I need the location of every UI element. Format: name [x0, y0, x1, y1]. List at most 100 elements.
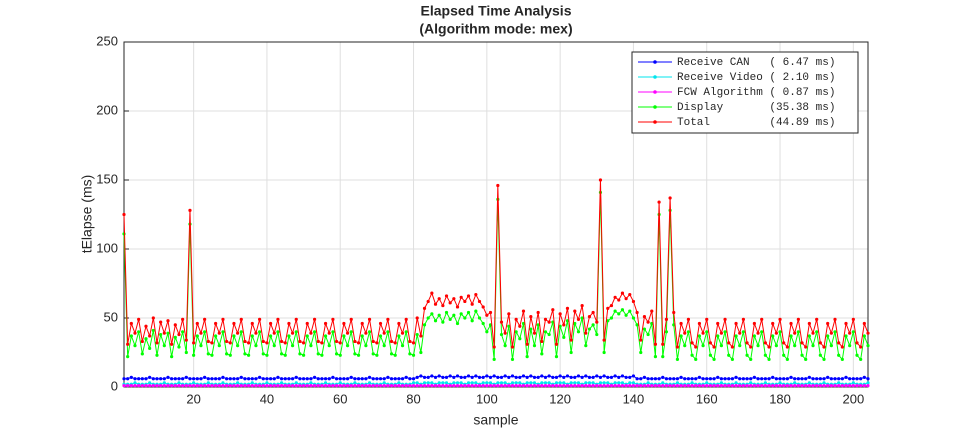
data-point — [203, 375, 207, 379]
data-point — [613, 381, 617, 385]
data-point — [144, 377, 148, 381]
data-point — [620, 308, 625, 312]
data-point — [818, 384, 822, 388]
data-point — [807, 334, 811, 338]
data-point — [503, 381, 507, 385]
data-point — [485, 330, 489, 334]
data-point — [668, 196, 672, 200]
data-point — [576, 381, 581, 385]
data-point — [587, 384, 592, 388]
data-point — [705, 381, 709, 385]
data-point — [184, 375, 188, 379]
data-point — [653, 342, 658, 346]
data-point — [712, 377, 716, 381]
data-point — [217, 377, 221, 381]
data-point — [848, 344, 852, 348]
data-point — [837, 341, 841, 345]
data-point — [598, 375, 603, 379]
data-point — [269, 334, 273, 338]
data-point — [635, 323, 639, 327]
data-point — [646, 332, 650, 337]
chart-title: Elapsed Time Analysis — [421, 3, 572, 19]
data-point — [155, 353, 159, 357]
data-point — [254, 384, 258, 388]
data-point — [331, 317, 335, 321]
data-point — [668, 384, 672, 388]
data-point — [485, 374, 489, 378]
data-point — [734, 321, 738, 326]
data-point — [411, 353, 416, 357]
data-point — [811, 384, 815, 388]
data-point — [573, 375, 577, 379]
data-point — [276, 384, 280, 388]
data-point — [796, 384, 800, 388]
data-point — [367, 330, 372, 334]
data-point — [140, 352, 144, 356]
data-point — [569, 381, 573, 385]
data-point — [822, 384, 826, 388]
data-point — [214, 321, 218, 326]
data-point — [287, 334, 291, 338]
data-point — [349, 317, 353, 321]
data-point — [151, 316, 155, 320]
data-point — [639, 377, 643, 381]
data-point — [331, 384, 335, 388]
legend-marker — [653, 75, 657, 79]
data-point — [628, 375, 632, 379]
data-point — [595, 332, 599, 337]
data-point — [866, 331, 870, 335]
data-point — [833, 317, 837, 321]
data-point — [730, 357, 734, 361]
data-point — [419, 384, 423, 388]
data-point — [334, 377, 339, 381]
data-point — [320, 377, 324, 381]
data-point — [822, 381, 826, 385]
data-point — [148, 375, 152, 379]
data-point — [789, 384, 793, 388]
data-point — [547, 374, 551, 378]
data-point — [177, 381, 181, 385]
data-point — [173, 335, 177, 339]
data-point — [466, 381, 471, 385]
data-point — [463, 316, 467, 320]
data-point — [595, 384, 599, 388]
data-point — [126, 355, 130, 359]
data-point — [826, 384, 830, 388]
data-point — [367, 384, 372, 388]
data-point — [309, 331, 313, 335]
data-point — [309, 377, 313, 381]
data-point — [697, 384, 702, 388]
data-point — [543, 384, 548, 388]
data-point — [778, 377, 782, 381]
data-point — [646, 381, 650, 385]
data-point — [294, 375, 298, 379]
x-axis-label: sample — [473, 412, 518, 428]
data-point — [225, 384, 229, 388]
data-point — [441, 303, 445, 308]
data-point — [166, 384, 170, 388]
data-point — [144, 324, 148, 328]
x-tick-label: 120 — [549, 391, 571, 406]
data-point — [228, 384, 232, 388]
data-point — [455, 384, 460, 388]
data-point — [620, 381, 625, 385]
data-point — [250, 377, 254, 381]
data-point — [148, 381, 152, 385]
data-point — [606, 381, 610, 385]
data-point — [199, 344, 203, 348]
data-point — [851, 384, 855, 388]
data-point — [576, 330, 581, 334]
data-point — [646, 384, 650, 388]
data-point — [851, 330, 855, 334]
data-point — [617, 312, 621, 316]
data-point — [162, 344, 166, 348]
data-point — [730, 377, 734, 381]
data-point — [122, 212, 126, 217]
data-point — [686, 384, 691, 388]
data-point — [793, 331, 797, 335]
data-point — [214, 334, 218, 338]
data-point — [375, 341, 379, 345]
data-point — [192, 377, 196, 381]
data-point — [320, 353, 324, 357]
